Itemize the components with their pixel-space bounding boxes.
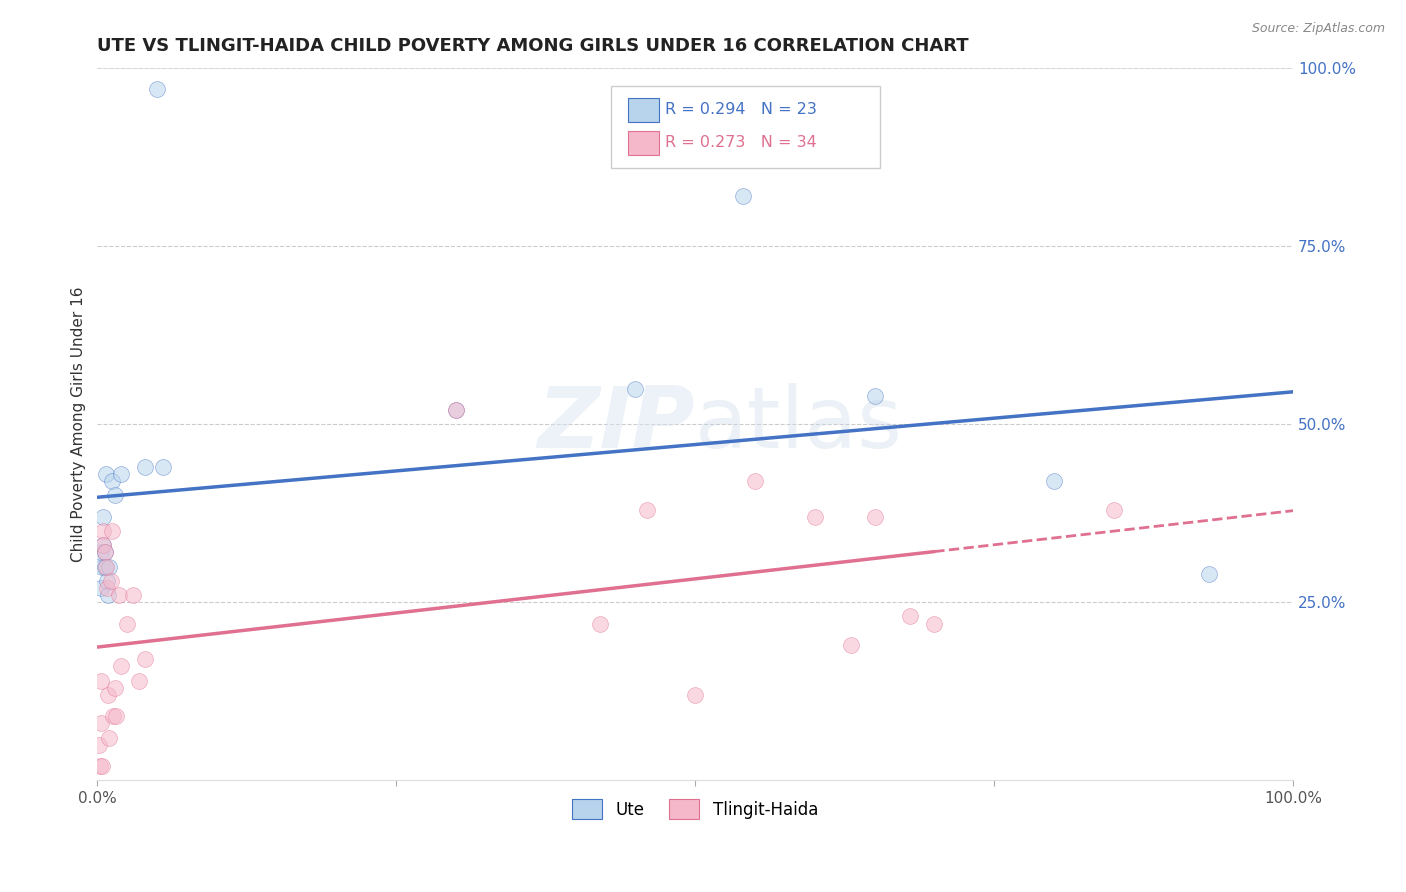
Point — [91, 538, 114, 552]
Text: R = 0.273   N = 34: R = 0.273 N = 34 — [665, 136, 817, 150]
Legend: Ute, Tlingit-Haida: Ute, Tlingit-Haida — [565, 793, 825, 825]
Text: atlas: atlas — [695, 383, 903, 466]
Point — [94, 467, 117, 481]
Text: Source: ZipAtlas.com: Source: ZipAtlas.com — [1251, 22, 1385, 36]
Point — [152, 459, 174, 474]
Point — [122, 588, 145, 602]
Point — [93, 559, 115, 574]
Point — [90, 673, 112, 688]
Point — [1102, 502, 1125, 516]
Point — [110, 659, 132, 673]
Point — [90, 716, 112, 731]
Point — [863, 389, 886, 403]
Point — [98, 731, 121, 745]
Point — [93, 545, 115, 559]
Point — [101, 709, 124, 723]
Point — [146, 82, 169, 96]
Point — [87, 738, 110, 752]
Point — [91, 759, 114, 773]
Text: UTE VS TLINGIT-HAIDA CHILD POVERTY AMONG GIRLS UNDER 16 CORRELATION CHART: UTE VS TLINGIT-HAIDA CHILD POVERTY AMONG… — [97, 37, 969, 55]
Point — [96, 574, 118, 588]
Point — [104, 488, 127, 502]
Point — [96, 581, 118, 595]
Point — [744, 474, 766, 488]
Point — [134, 652, 156, 666]
Point — [863, 509, 886, 524]
Point — [115, 616, 138, 631]
Point — [108, 588, 131, 602]
Point — [588, 616, 610, 631]
Point — [98, 559, 121, 574]
Point — [91, 559, 114, 574]
Point — [105, 709, 128, 723]
Point — [90, 545, 112, 559]
Point — [93, 545, 115, 559]
Point — [1043, 474, 1066, 488]
FancyBboxPatch shape — [612, 86, 880, 168]
Point — [624, 382, 647, 396]
Point — [100, 574, 122, 588]
Point — [803, 509, 825, 524]
Y-axis label: Child Poverty Among Girls Under 16: Child Poverty Among Girls Under 16 — [72, 286, 86, 562]
Point — [90, 581, 112, 595]
Point — [91, 538, 114, 552]
Point — [104, 681, 127, 695]
Point — [731, 189, 754, 203]
Text: R = 0.294   N = 23: R = 0.294 N = 23 — [665, 103, 817, 118]
Point — [1198, 566, 1220, 581]
Point — [110, 467, 132, 481]
Point — [100, 474, 122, 488]
Point — [128, 673, 150, 688]
Point — [97, 588, 120, 602]
Point — [97, 688, 120, 702]
Point — [683, 688, 706, 702]
Point — [636, 502, 658, 516]
Point — [91, 509, 114, 524]
Point — [444, 403, 467, 417]
Point — [100, 524, 122, 538]
Point — [94, 559, 117, 574]
FancyBboxPatch shape — [628, 130, 659, 155]
Point — [839, 638, 862, 652]
Text: ZIP: ZIP — [537, 383, 695, 466]
FancyBboxPatch shape — [628, 98, 659, 122]
Point — [89, 759, 111, 773]
Point — [924, 616, 946, 631]
Point — [134, 459, 156, 474]
Point — [444, 403, 467, 417]
Point — [91, 524, 114, 538]
Point — [898, 609, 921, 624]
